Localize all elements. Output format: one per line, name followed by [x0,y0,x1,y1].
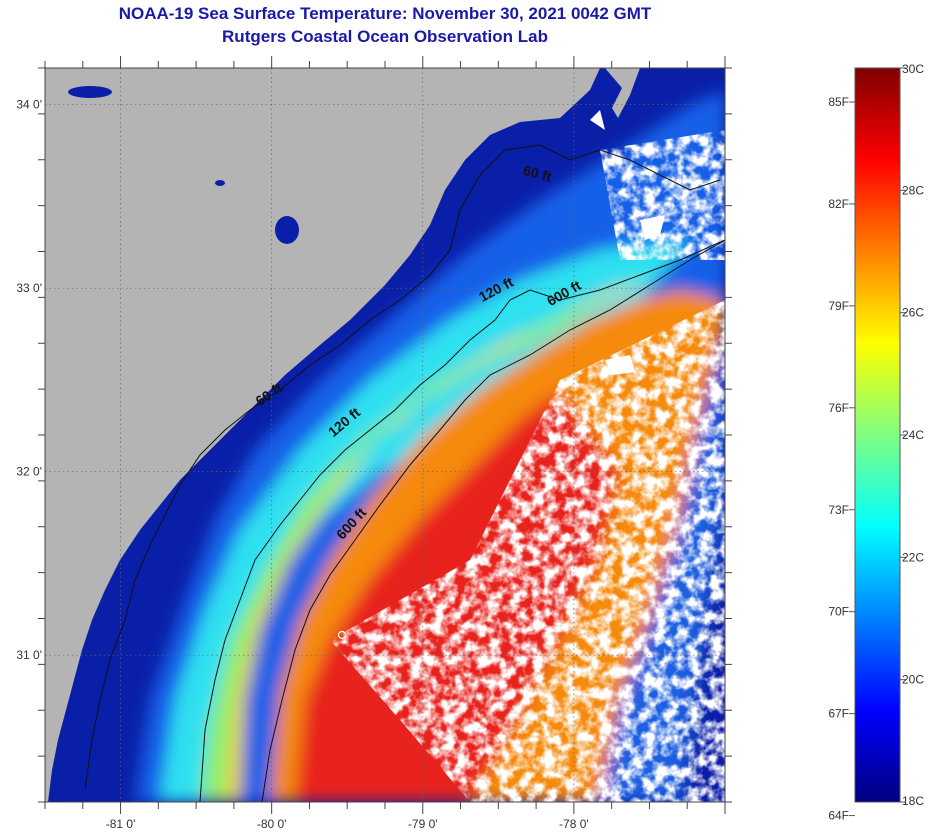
colorbar-fahrenheit-label: 85F [828,95,849,109]
contour-120ft-line [199,239,725,802]
colorbar-celsius-label: 28C [902,183,924,197]
cloud-patch-north [640,215,665,240]
contour-600ft-line [261,239,725,802]
graticule [45,68,725,802]
lon-tick-label: -79 0' [408,817,438,831]
map-axis-ticks [38,56,732,814]
lat-tick-label: 33 0' [16,281,42,295]
colorbar-fahrenheit-label: 64F [828,809,849,823]
colorbar-fahrenheit-label: 70F [828,605,849,619]
sst-band-green [200,290,620,802]
outer-banks [605,68,640,118]
colorbar-fahrenheit-label: 73F [828,503,849,517]
lon-tick-label: -81 0' [106,817,136,831]
lake-moultrie [275,216,299,244]
sst-band-cyan [160,240,690,802]
station-marker [337,630,347,640]
lat-tick-label: 31 0' [16,648,42,662]
colorbar-fahrenheit-label: 67F [828,707,849,721]
colorbar-fahrenheit-label: 82F [828,197,849,211]
lon-tick-label: -78 0' [559,817,589,831]
cloud-patches [590,110,665,375]
map-axis-labels: -81 0' -80 0' -79 0' -78 0' 34 0' 33 0' 32 0' 3… [16,98,588,831]
contour-label: 60 ft [521,162,553,185]
colorbar-celsius-label: 18C [902,794,924,808]
map-title: NOAA-19 Sea Surface Temperature: Novembe… [118,4,652,23]
lat-tick-label: 34 0' [16,98,42,112]
colorbar-celsius-label: 20C [902,673,924,687]
colorbar-celsius-label: 26C [902,306,924,320]
colorbar-celsius-label: 22C [902,550,924,564]
bathymetry-contours [84,144,725,802]
colorbar-fahrenheit-label: 79F [828,299,849,313]
colorbar-fahrenheit-labels: 85F 82F 79F 76F 73F 70F 67F 64F [828,95,855,823]
colorbar-celsius-label: 30C [902,62,924,76]
cloud-patch-mid [605,355,635,375]
lake-small [215,180,225,186]
land-mass [45,68,600,802]
map-subtitle: Rutgers Coastal Ocean Observation Lab [222,27,548,46]
lat-tick-label: 32 0' [16,465,42,479]
colorbar-celsius-labels: 30C 28C 26C 24C 22C 20C 18C [900,62,924,808]
colorbar-celsius-label: 24C [902,428,924,442]
cloud-patch-cape [590,110,605,130]
lon-tick-label: -80 0' [257,817,287,831]
colorbar-fahrenheit-label: 76F [828,401,849,415]
lake-marion [68,86,112,98]
temperature-colorbar: 85F 82F 79F 76F 73F 70F 67F 64F 30C 28C 26C 24C 22C… [828,62,924,823]
colorbar-gradient [854,67,901,803]
contour-60ft-line [84,144,721,791]
